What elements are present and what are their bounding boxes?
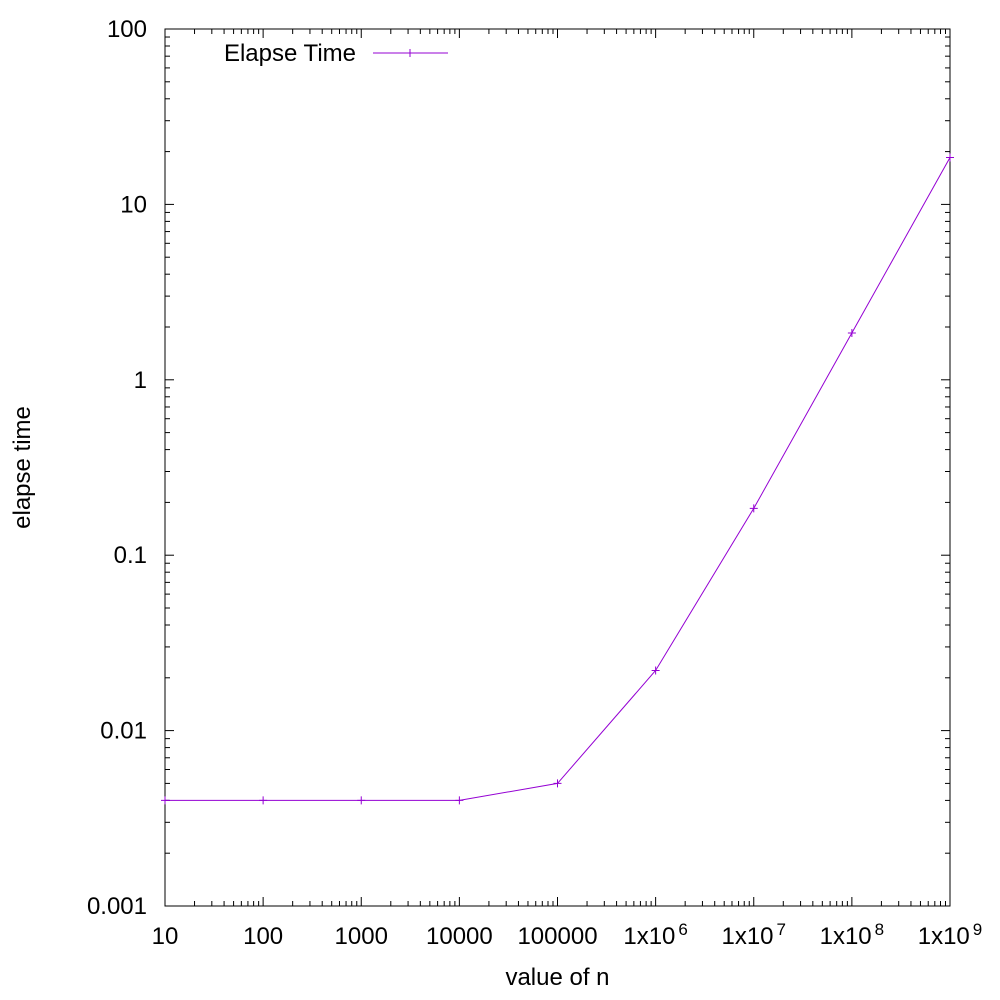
y-axis-title: elapse time <box>9 406 36 529</box>
x-tick-label: 100 <box>243 923 283 950</box>
y-tick-label: 1 <box>134 367 147 394</box>
data-point <box>946 153 954 162</box>
data-point <box>455 796 464 805</box>
data-point <box>259 796 268 805</box>
data-point <box>161 796 169 805</box>
data-point <box>651 666 660 675</box>
legend-marker <box>406 49 414 57</box>
series-layer <box>161 153 954 805</box>
y-tick-label: 0.01 <box>100 718 147 745</box>
x-tick-label: 10 <box>152 923 179 950</box>
x-tick-label: 1x10 8 <box>820 920 885 950</box>
tick-labels: 10 100 1000 10000 100000 1x10 6 1x10 7 1x10 8 1x10 9… <box>87 16 982 950</box>
y-tick-label: 10 <box>120 191 147 218</box>
x-tick-label: 1000 <box>335 923 388 950</box>
series-line <box>165 157 951 801</box>
legend-label: Elapse Time <box>224 40 356 67</box>
plot-frame <box>164 28 951 907</box>
x-tick-label: 1x10 9 <box>918 920 983 950</box>
tick-marks <box>164 28 951 907</box>
x-tick-label: 1x10 7 <box>721 920 786 950</box>
data-point <box>553 779 562 788</box>
y-tick-label: 0.001 <box>87 893 147 920</box>
legend: Elapse Time <box>224 40 448 67</box>
data-point <box>357 796 366 805</box>
x-tick-label: 100000 <box>517 923 597 950</box>
y-tick-label: 0.1 <box>114 542 147 569</box>
x-tick-label: 10000 <box>426 923 493 950</box>
y-tick-label: 100 <box>107 16 147 43</box>
x-tick-label: 1x10 6 <box>623 920 688 950</box>
data-point <box>749 504 758 513</box>
data-point <box>847 328 856 337</box>
x-axis-title: value of n <box>505 964 609 991</box>
